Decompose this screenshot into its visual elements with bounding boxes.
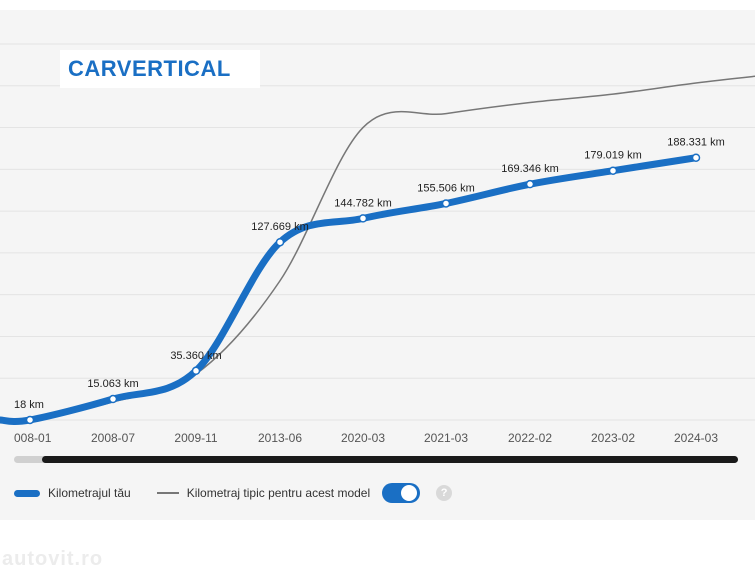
data-label: 35.360 km [170,350,221,362]
x-tick-label: 2009-11 [174,431,217,445]
data-point[interactable] [608,166,618,175]
data-label: 155.506 km [417,182,474,194]
typical-mileage-legend-label: Kilometraj tipic pentru acest model [186,486,371,500]
data-label: 127.669 km [251,221,308,233]
data-point[interactable] [691,153,701,162]
x-axis-ticks: 008-01 2008-07 2009-11 2013-06 2020-03 2021-0… [14,431,718,445]
own-mileage-swatch [14,489,40,497]
chart-legend: Kilometrajul tău Kilometraj tipic pentru… [14,482,453,504]
mileage-chart: 18 km 15.063 km 35.360 km 127.669 km 144.782… [0,43,755,445]
data-point[interactable] [441,199,451,208]
data-points [25,153,701,425]
own-mileage-legend-label: Kilometrajul tău [48,486,131,500]
chart-panel [0,10,755,520]
x-tick-label: 008-01 [14,431,52,445]
typical-mileage-toggle[interactable] [382,483,421,503]
grid [0,43,755,421]
help-icon[interactable]: ? [436,485,453,501]
data-labels: 18 km 15.063 km 35.360 km 127.669 km 144.782… [14,137,725,411]
own-mileage-line [0,154,700,426]
data-label: 18 km [14,399,44,411]
toggle-knob [401,485,418,501]
data-label: 169.346 km [501,163,558,175]
data-label: 179.019 km [584,150,641,162]
data-label: 188.331 km [667,137,724,149]
data-point[interactable] [25,415,35,425]
data-point[interactable] [275,237,285,247]
logo-text: CARVERTICAL [68,56,231,81]
data-point[interactable] [358,214,368,223]
carvertical-logo: CARVERTICAL [60,50,260,88]
data-label: 15.063 km [87,378,138,390]
x-tick-label: 2008-07 [91,431,135,445]
typical-mileage-swatch [156,492,179,494]
data-point[interactable] [108,394,118,404]
data-point[interactable] [525,179,535,189]
x-tick-label: 2024-03 [674,431,718,445]
chart-scrollbar-thumb[interactable] [42,456,738,463]
x-tick-label: 2021-03 [424,431,468,445]
data-point[interactable] [191,366,201,376]
x-tick-label: 2013-06 [258,431,302,445]
data-label: 144.782 km [334,197,391,209]
x-tick-label: 2022-02 [508,431,552,445]
watermark-logo: autovit.ro [2,548,104,570]
x-tick-label: 2020-03 [341,431,385,445]
x-tick-label: 2023-02 [591,431,635,445]
